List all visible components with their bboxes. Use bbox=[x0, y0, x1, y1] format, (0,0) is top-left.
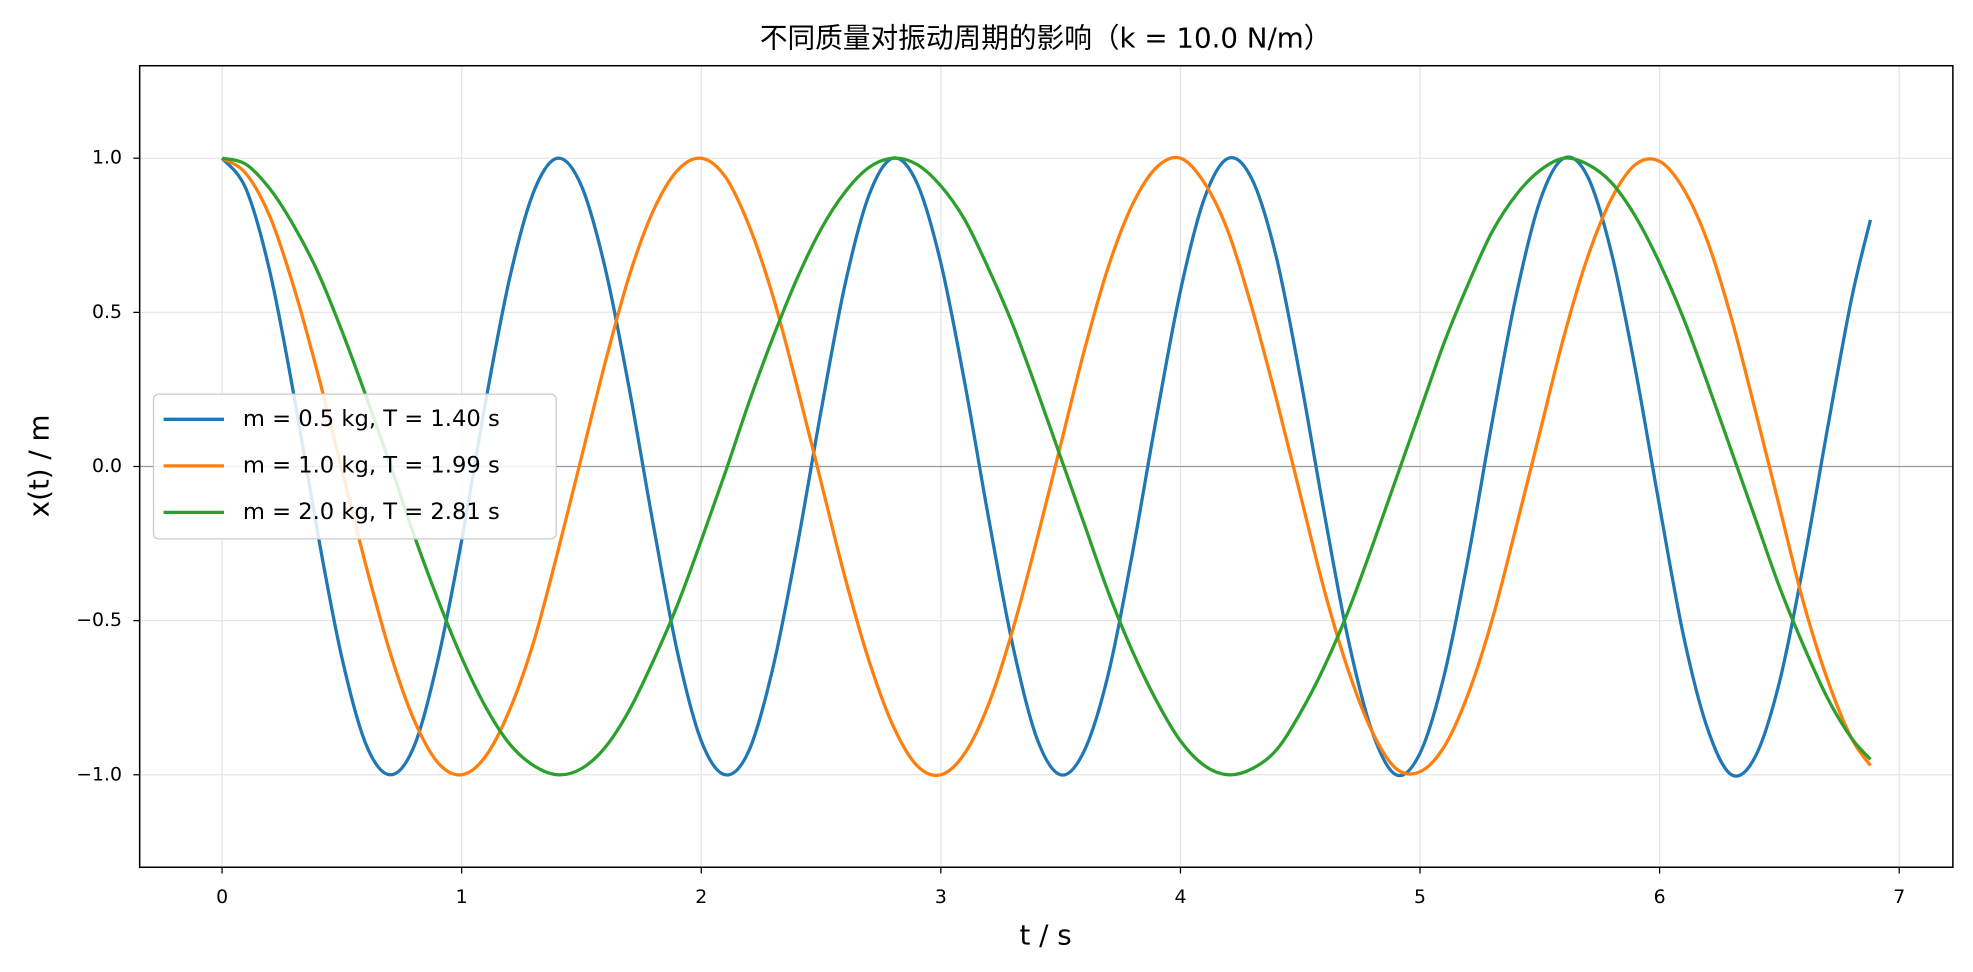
x-tick-label: 4 bbox=[1174, 886, 1186, 908]
x-tick-label: 2 bbox=[695, 886, 707, 908]
legend-label: m = 1.0 kg, T = 1.99 s bbox=[243, 452, 500, 478]
chart-title: 不同质量对振动周期的影响（k = 10.0 N/m） bbox=[760, 21, 1332, 54]
y-axis-label: x(t) / m bbox=[22, 415, 55, 518]
series-line bbox=[221, 156, 1872, 777]
x-tick-label: 5 bbox=[1414, 886, 1426, 908]
x-tick-label: 7 bbox=[1893, 886, 1905, 908]
x-tick-label: 3 bbox=[935, 886, 947, 908]
ticks: 0 1 2 3 4 5 6 7 −1.0 −0.5 0.0 0.5 1.0 bbox=[76, 147, 1905, 908]
x-tick-label: 1 bbox=[456, 886, 468, 908]
y-tick-label: −0.5 bbox=[76, 609, 122, 631]
x-tick-label: 0 bbox=[216, 886, 228, 908]
x-axis-label: t / s bbox=[1020, 918, 1072, 951]
legend-label: m = 0.5 kg, T = 1.40 s bbox=[243, 406, 500, 432]
y-tick-label: 0.0 bbox=[92, 455, 122, 477]
axes-frame bbox=[138, 64, 1954, 869]
x-tick-label: 6 bbox=[1654, 886, 1666, 908]
series-line bbox=[221, 155, 1872, 777]
series-line bbox=[220, 155, 1873, 778]
legend: m = 0.5 kg, T = 1.40 s m = 1.0 kg, T = 1.… bbox=[152, 393, 557, 540]
y-tick-label: 0.5 bbox=[92, 301, 122, 323]
y-tick-label: 1.0 bbox=[92, 147, 122, 169]
legend-label: m = 2.0 kg, T = 2.81 s bbox=[243, 499, 500, 525]
legend-box bbox=[152, 393, 557, 540]
y-tick-label: −1.0 bbox=[76, 763, 122, 785]
